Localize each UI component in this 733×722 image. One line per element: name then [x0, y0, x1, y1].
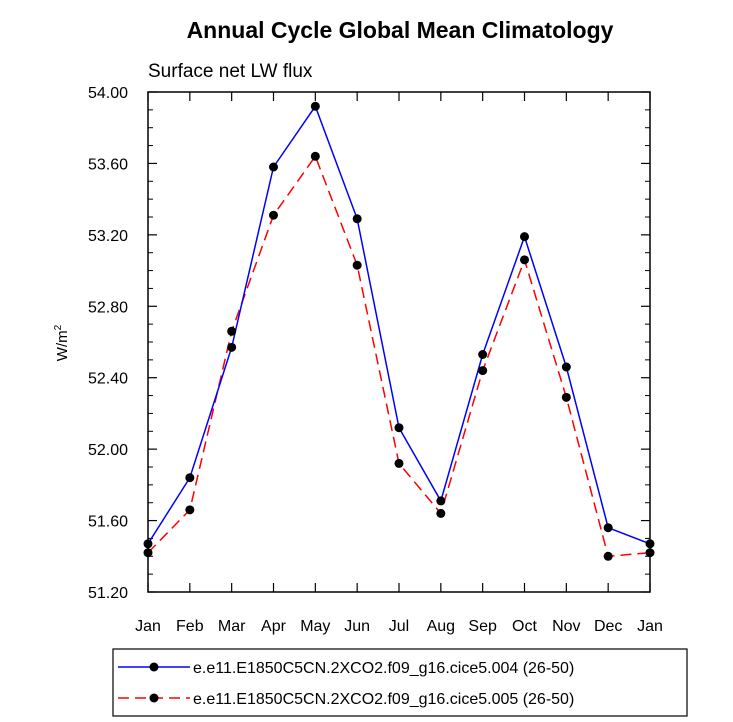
x-tick-label: Aug: [427, 618, 455, 635]
chart-title: Annual Cycle Global Mean Climatology: [187, 17, 614, 43]
data-point-series-1: [478, 350, 488, 359]
data-point-series-2: [352, 260, 362, 270]
data-point-series-1: [436, 496, 446, 506]
data-point-series-2: [269, 210, 278, 220]
data-point-series-2: [185, 505, 195, 515]
y-axis-label-text: W/m: [54, 330, 71, 361]
y-tick-label: 53.60: [88, 156, 128, 173]
data-point-series-1: [603, 523, 613, 533]
data-point-series-2: [603, 551, 613, 561]
data-point-series-1: [185, 473, 195, 483]
data-point-series-2: [478, 366, 488, 376]
x-tick-label: May: [300, 618, 330, 635]
data-point-series-2: [227, 326, 237, 336]
data-point-series-2: [394, 458, 404, 468]
data-point-series-1: [269, 162, 278, 172]
series-line-2: [147, 154, 651, 558]
svg-text:W/m2: W/m2: [53, 324, 71, 361]
series-line-1: [147, 104, 651, 545]
y-axis-label-superscript: 2: [53, 324, 64, 330]
x-tick-label: Jun: [344, 618, 370, 635]
legend-marker-1: [149, 662, 159, 672]
data-point-series-2: [520, 255, 529, 265]
data-point-series-2: [561, 392, 571, 402]
y-tick-label: 52.40: [88, 371, 128, 388]
ticks-layer: Jan Feb Mar Apr May Jun Jul Aug Sep Oct Nov Dec Jan 5…: [88, 85, 663, 635]
x-tick-label: Jul: [389, 618, 409, 635]
x-tick-label: Mar: [218, 618, 246, 635]
x-tick-label: Oct: [512, 618, 537, 635]
legend-label-1: e.e11.E1850C5CN.2XCO2.f09_g16.cice5.004 …: [193, 660, 574, 677]
x-tick-label: Dec: [594, 618, 622, 635]
x-tick-label: Sep: [468, 618, 497, 635]
y-tick-label: 54.00: [88, 85, 128, 102]
x-tick-label: Feb: [176, 618, 204, 635]
x-tick-label: Apr: [261, 618, 287, 635]
x-tick-label: Nov: [552, 618, 580, 635]
legend-box: [112, 648, 688, 717]
legend-label-2: e.e11.E1850C5CN.2XCO2.f09_g16.cice5.005 …: [193, 691, 574, 708]
chart-subtitle: Surface net LW flux: [148, 61, 313, 82]
y-tick-label: 52.00: [88, 442, 128, 459]
x-tick-label: Jan: [637, 618, 663, 635]
data-point-series-1: [227, 342, 237, 352]
data-point-series-1: [352, 214, 362, 224]
plot-frame: [147, 91, 651, 593]
legend: e.e11.E1850C5CN.2XCO2.f09_g16.cice5.004 …: [112, 648, 688, 717]
data-point-series-1: [394, 423, 404, 433]
data-point-series-1: [310, 101, 320, 111]
y-tick-label: 51.60: [88, 514, 128, 531]
y-tick-label: 52.80: [88, 299, 128, 316]
legend-marker-2: [149, 693, 159, 703]
y-tick-label: 51.20: [88, 585, 128, 602]
data-point-series-2: [436, 508, 446, 518]
data-point-series-1: [520, 232, 529, 242]
series-layer: [143, 101, 655, 561]
y-tick-label: 53.20: [88, 228, 128, 245]
data-point-series-1: [561, 362, 571, 372]
y-axis-label: W/m2: [53, 324, 71, 361]
x-tick-label: Jan: [135, 618, 161, 635]
data-point-series-2: [310, 151, 320, 161]
